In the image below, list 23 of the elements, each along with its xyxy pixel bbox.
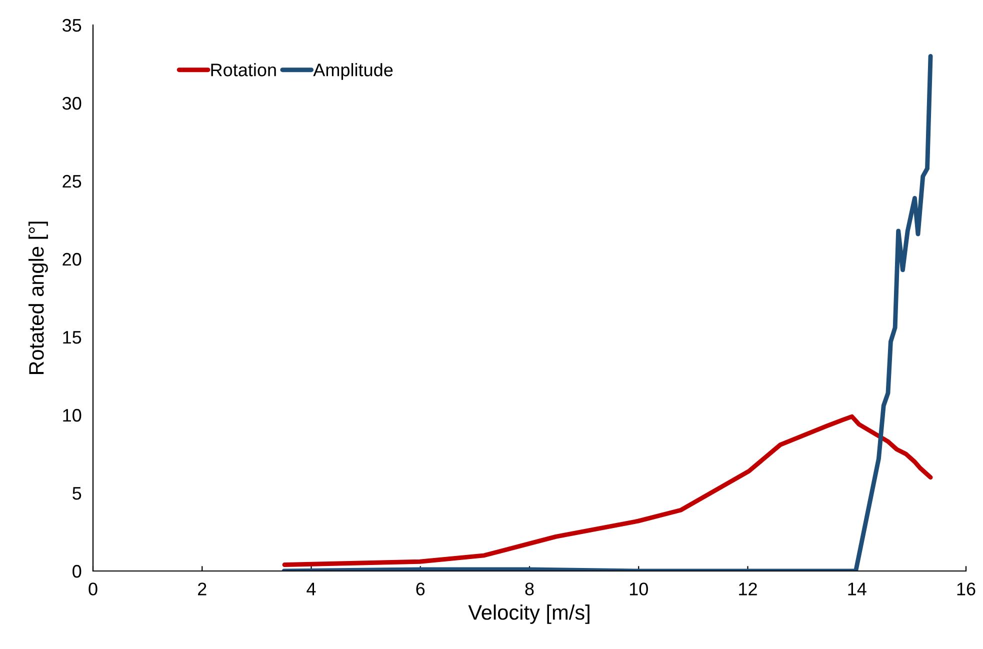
- x-tick-label: 0: [88, 582, 98, 596]
- x-tick-label: 16: [957, 582, 976, 596]
- line-series: [282, 54, 933, 571]
- y-tick-label: 0: [72, 564, 82, 578]
- x-tick-label: 6: [416, 582, 425, 596]
- x-tick-label: 8: [525, 582, 534, 596]
- y-tick-label: 20: [62, 252, 82, 266]
- x-tick-label: 10: [630, 582, 648, 596]
- y-tick-label: 10: [63, 408, 82, 422]
- x-tick-label: 12: [739, 582, 757, 596]
- x-tick-label: 14: [848, 582, 866, 596]
- x-axis-title: Velocity [m/s]: [468, 604, 590, 624]
- y-tick-label: 25: [62, 174, 82, 188]
- y-axis-title: Rotated angle [°]: [28, 222, 48, 374]
- legend-label: Amplitude: [313, 63, 393, 80]
- legend-label: Rotation: [211, 63, 276, 76]
- y-tick-label: 35: [62, 18, 82, 32]
- y-tick-label: 15: [63, 331, 82, 344]
- y-tick-label: 30: [62, 96, 82, 110]
- line-series: [282, 414, 933, 567]
- y-tick-label: 5: [72, 487, 82, 500]
- x-tick-label: 4: [306, 582, 316, 596]
- x-tick-label: 2: [198, 582, 206, 596]
